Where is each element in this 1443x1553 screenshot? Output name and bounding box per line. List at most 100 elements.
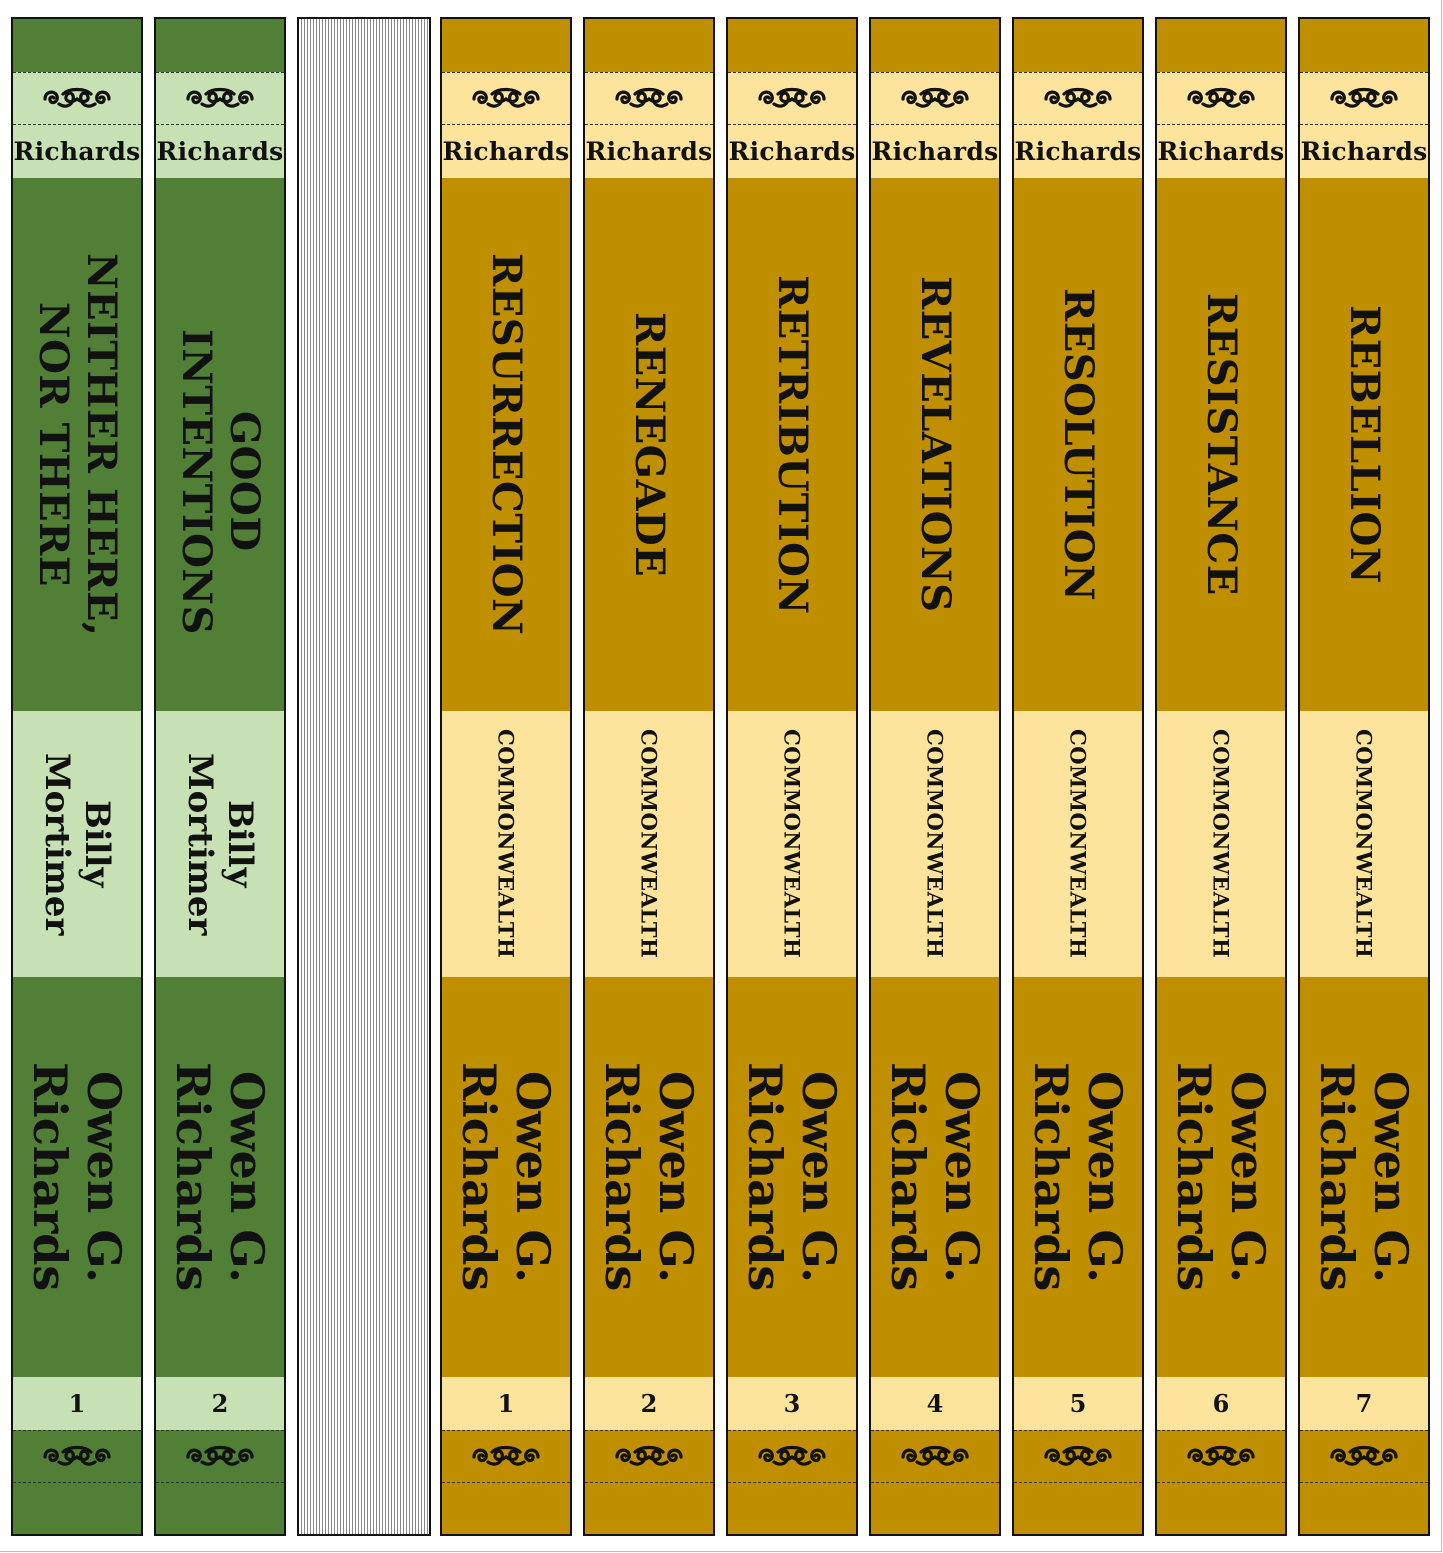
title-band: REVELATIONS <box>871 178 999 711</box>
series-label-band: Richards <box>585 125 713 178</box>
spine-top-ornament-band <box>1300 72 1428 125</box>
volume-number-band: 5 <box>1014 1377 1142 1430</box>
subtitle-band: Billy Mortimer <box>13 711 141 977</box>
series-label-band: Richards <box>442 125 570 178</box>
subtitle-band: COMMONWEALTH <box>728 711 856 977</box>
spine-bottom-ornament-band <box>442 1430 570 1483</box>
book-spine[interactable]: Richards REVELATIONS COMMONWEALTH Owen G… <box>869 17 1001 1536</box>
book-title: RENEGADE <box>626 311 673 578</box>
spine-top-ornament-band <box>585 72 713 125</box>
author-band: Owen G. Richards <box>1014 977 1142 1377</box>
fleuron-ornament-icon <box>901 87 969 108</box>
title-band: REBELLION <box>1300 178 1428 711</box>
subtitle-band: COMMONWEALTH <box>442 711 570 977</box>
book-spine[interactable]: Richards REBELLION COMMONWEALTH Owen G. … <box>1298 17 1430 1536</box>
spine-top-ornament-band <box>13 72 141 125</box>
book-title: RESOLUTION <box>1055 287 1102 602</box>
book-author: Owen G. Richards <box>1024 1062 1132 1292</box>
fleuron-ornament-icon <box>1044 87 1112 108</box>
spine-top-band <box>1157 19 1285 72</box>
title-band: RETRIBUTION <box>728 178 856 711</box>
spine-bottom-ornament-band <box>728 1430 856 1483</box>
book-subtitle: COMMONWEALTH <box>636 729 662 959</box>
fleuron-ornament-icon <box>43 1445 111 1466</box>
title-band: RESURRECTION <box>442 178 570 711</box>
series-label-band: Richards <box>156 125 284 178</box>
spine-top-band <box>1300 19 1428 72</box>
volume-number-band: 4 <box>871 1377 999 1430</box>
fleuron-ornament-icon <box>186 87 254 108</box>
volume-number-band: 2 <box>585 1377 713 1430</box>
spine-bottom-ornament-band <box>1014 1430 1142 1483</box>
book-subtitle: Billy Mortimer <box>180 752 260 936</box>
book-spine[interactable]: Richards RETRIBUTION COMMONWEALTH Owen G… <box>726 17 858 1536</box>
fleuron-ornament-icon <box>615 1445 683 1466</box>
fleuron-ornament-icon <box>758 1445 826 1466</box>
subtitle-band: COMMONWEALTH <box>1157 711 1285 977</box>
fleuron-ornament-icon <box>1187 1445 1255 1466</box>
volume-number: 5 <box>1069 1389 1087 1418</box>
fleuron-ornament-icon <box>1330 87 1398 108</box>
author-band: Owen G. Richards <box>442 977 570 1377</box>
book-title: RESURRECTION <box>483 253 530 636</box>
book-spine[interactable]: Richards RENEGADE COMMONWEALTH Owen G. R… <box>583 17 715 1536</box>
book-author: Owen G. Richards <box>1310 1062 1418 1292</box>
spine-bottom-band <box>1300 1483 1428 1534</box>
book-spine[interactable]: Richards GOOD INTENTIONS Billy Mortimer … <box>154 17 286 1536</box>
series-label-band: Richards <box>1157 125 1285 178</box>
book-title: GOOD INTENTIONS <box>173 328 268 635</box>
author-band: Owen G. Richards <box>156 977 284 1377</box>
spine-top-ornament-band <box>156 72 284 125</box>
book-author: Owen G. Richards <box>595 1062 703 1292</box>
spine-top-band <box>156 19 284 72</box>
subtitle-band: COMMONWEALTH <box>585 711 713 977</box>
book-title: RETRIBUTION <box>769 274 816 615</box>
fleuron-ornament-icon <box>901 1445 969 1466</box>
spine-bottom-band <box>156 1483 284 1534</box>
spine-bottom-band <box>871 1483 999 1534</box>
spine-top-ornament-band <box>1014 72 1142 125</box>
fleuron-ornament-icon <box>186 1445 254 1466</box>
author-band: Owen G. Richards <box>13 977 141 1377</box>
fleuron-ornament-icon <box>1044 1445 1112 1466</box>
book-author: Owen G. Richards <box>738 1062 846 1292</box>
volume-number: 7 <box>1355 1389 1373 1418</box>
spine-bottom-ornament-band <box>585 1430 713 1483</box>
title-band: GOOD INTENTIONS <box>156 178 284 711</box>
book-subtitle: COMMONWEALTH <box>922 729 948 959</box>
volume-number-band: 1 <box>442 1377 570 1430</box>
book-subtitle: COMMONWEALTH <box>779 729 805 959</box>
spine-top-ornament-band <box>442 72 570 125</box>
title-band: NEITHER HERE, NOR THERE <box>13 178 141 711</box>
fleuron-ornament-icon <box>43 87 111 108</box>
volume-number: 1 <box>68 1389 86 1418</box>
book-spine[interactable]: Richards RESOLUTION COMMONWEALTH Owen G.… <box>1012 17 1144 1536</box>
subtitle-band: COMMONWEALTH <box>1300 711 1428 977</box>
spine-top-band <box>728 19 856 72</box>
fleuron-ornament-icon <box>472 1445 540 1466</box>
spine-top-band <box>871 19 999 72</box>
book-title: REVELATIONS <box>912 276 959 613</box>
volume-number: 1 <box>497 1389 515 1418</box>
series-label: Richards <box>1014 137 1142 166</box>
book-spine[interactable]: Richards RESURRECTION COMMONWEALTH Owen … <box>440 17 572 1536</box>
series-label: Richards <box>13 137 141 166</box>
fleuron-ornament-icon <box>1330 1445 1398 1466</box>
spine-bottom-ornament-band <box>871 1430 999 1483</box>
series-label: Richards <box>156 137 284 166</box>
volume-number: 2 <box>211 1389 229 1418</box>
book-subtitle: COMMONWEALTH <box>1208 729 1234 959</box>
volume-number-band: 2 <box>156 1377 284 1430</box>
fleuron-ornament-icon <box>758 87 826 108</box>
fleuron-ornament-icon <box>615 87 683 108</box>
book-title: NEITHER HERE, NOR THERE <box>30 252 125 637</box>
book-subtitle: COMMONWEALTH <box>1065 729 1091 959</box>
series-label-band: Richards <box>871 125 999 178</box>
series-label-band: Richards <box>1300 125 1428 178</box>
book-spine[interactable]: Richards RESISTANCE COMMONWEALTH Owen G.… <box>1155 17 1287 1536</box>
book-spine[interactable]: Richards NEITHER HERE, NOR THERE Billy M… <box>11 17 143 1536</box>
spine-bottom-band <box>442 1483 570 1534</box>
volume-number-band: 1 <box>13 1377 141 1430</box>
spine-bottom-ornament-band <box>1157 1430 1285 1483</box>
title-band: RENEGADE <box>585 178 713 711</box>
